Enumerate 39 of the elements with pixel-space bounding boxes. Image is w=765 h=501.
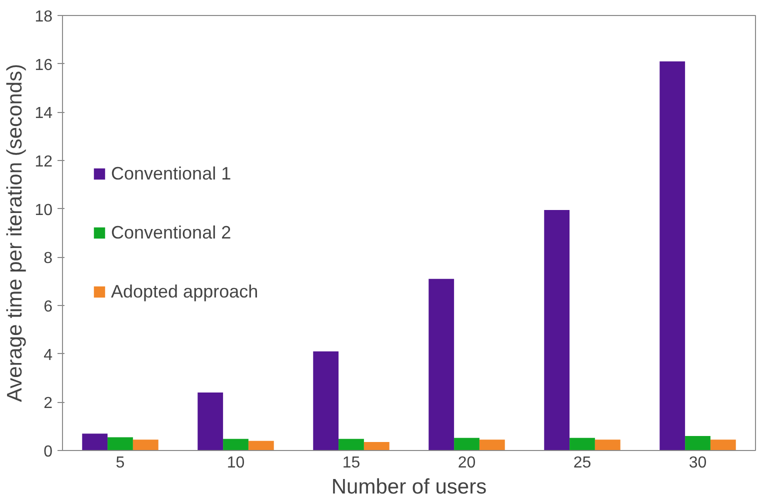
bar (454, 438, 480, 450)
bar (364, 442, 390, 450)
y-tick-label: 2 (44, 395, 53, 412)
bar (428, 278, 454, 450)
y-tick-label: 6 (44, 298, 53, 316)
x-tick-label: 30 (688, 454, 707, 472)
y-tick-label: 4 (44, 346, 53, 364)
bar (660, 61, 686, 450)
bar (570, 438, 595, 450)
legend-label: Conventional 1 (111, 163, 232, 184)
y-tick-label: 16 (34, 56, 53, 74)
bar (108, 437, 133, 450)
bar (544, 210, 570, 450)
bar (132, 440, 158, 450)
legend-label: Conventional 2 (111, 222, 232, 243)
x-tick-label: 10 (226, 454, 245, 472)
bar (82, 434, 108, 450)
y-tick-label: 10 (34, 202, 53, 219)
y-tick-label: 0 (44, 444, 53, 460)
bar (223, 438, 248, 450)
legend-label: Adopted approach (111, 281, 258, 302)
bar (198, 392, 224, 450)
bar (594, 440, 620, 450)
y-tick-label: 8 (44, 250, 53, 268)
bar (248, 440, 274, 450)
x-tick-label: 15 (342, 454, 360, 472)
bar (338, 438, 364, 450)
y-axis-title: Average time per iteration (seconds) (4, 64, 27, 402)
bar (710, 440, 736, 450)
bar (479, 440, 505, 450)
y-tick-label: 18 (34, 8, 53, 26)
x-tick-label: 5 (116, 454, 125, 472)
x-axis-title: Number of users (331, 476, 487, 498)
y-tick-label: 14 (34, 105, 53, 122)
y-tick-label: 12 (34, 154, 53, 170)
x-tick-label: 20 (458, 454, 476, 472)
bar (685, 436, 710, 450)
bar (313, 351, 339, 450)
x-tick-label: 25 (573, 454, 592, 472)
